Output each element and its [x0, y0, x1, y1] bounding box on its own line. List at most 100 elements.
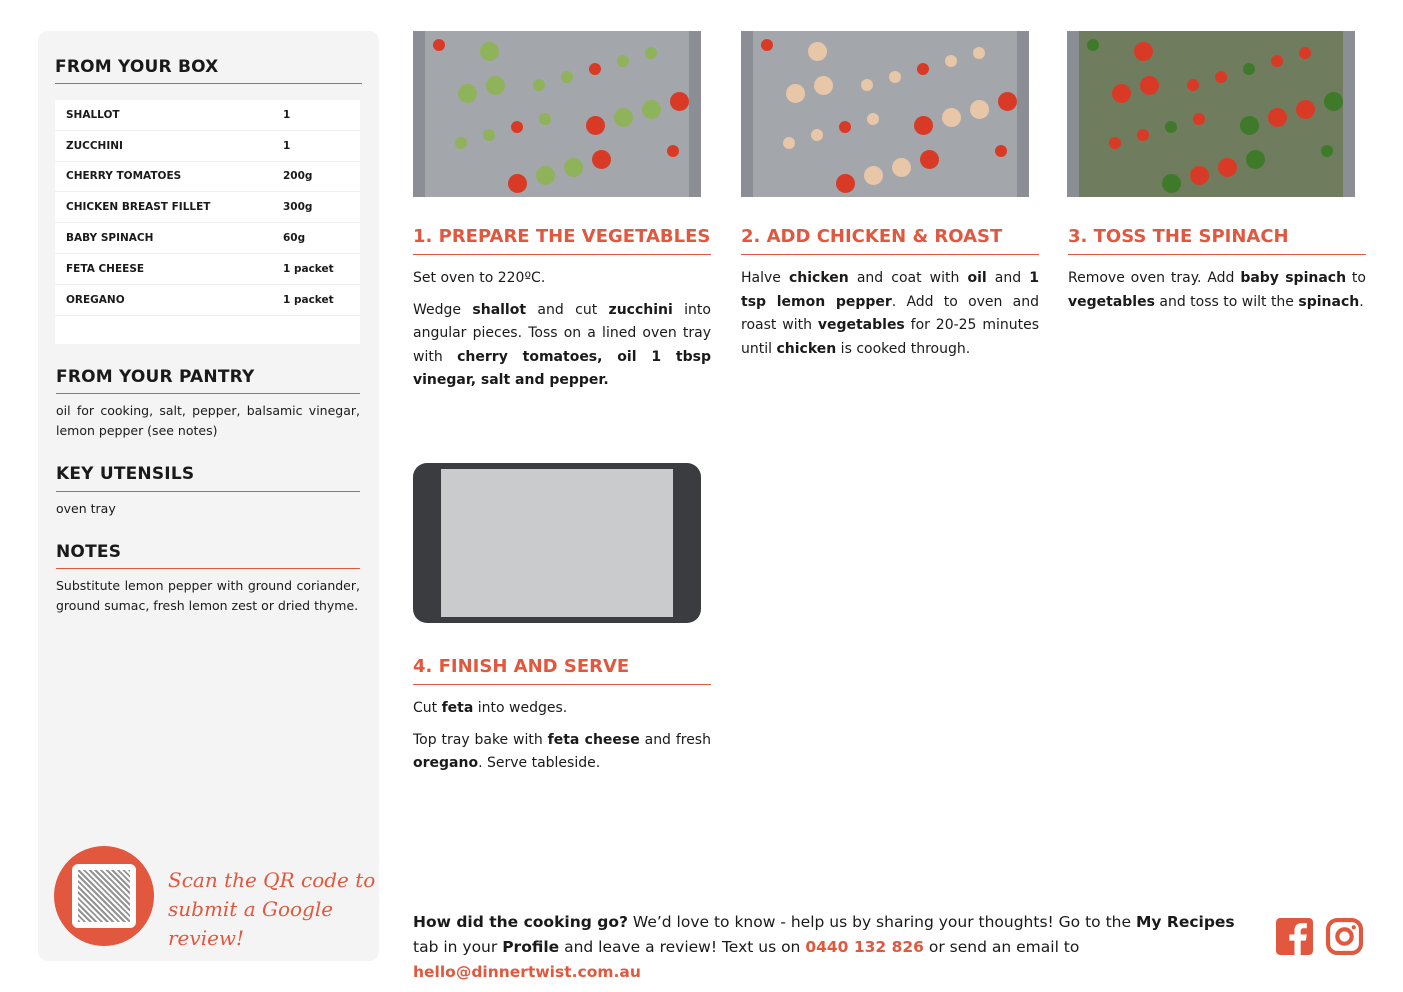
- food-item: [1218, 158, 1237, 177]
- food-item: [1243, 63, 1255, 75]
- food-item: [433, 39, 445, 51]
- instruction-text: to: [1346, 270, 1366, 286]
- instagram-icon[interactable]: [1326, 918, 1363, 955]
- feedback-text-segment: We’d love to know - help us by sharing y…: [627, 913, 1136, 931]
- instruction-paragraph: Cut feta into wedges.: [413, 697, 711, 721]
- food-item: [1215, 71, 1227, 83]
- ingredient-highlight: cherry tomatoes, oil 1 tbsp vinegar, sal…: [413, 348, 711, 389]
- notes-title: NOTES: [56, 542, 122, 562]
- food-item: [670, 92, 689, 111]
- food-item: [1240, 116, 1259, 135]
- food-item: [783, 137, 795, 149]
- instruction-text: and fresh: [639, 731, 711, 748]
- instruction-paragraph: Top tray bake with feta cheese and fresh…: [413, 729, 711, 776]
- step-4-photo: [413, 463, 701, 623]
- food-item: [808, 42, 827, 61]
- food-item: [458, 84, 477, 103]
- notes-text: Substitute lemon pepper with ground cori…: [56, 578, 360, 613]
- step-1-title: 1. PREPARE THE VEGETABLES: [413, 226, 711, 247]
- food-item: [533, 79, 545, 91]
- ingredient-highlight: chicken: [788, 270, 849, 286]
- ingredient-highlight: baby spinach: [1240, 270, 1347, 286]
- ingredient-qty: 200g: [283, 170, 313, 183]
- food-item: [617, 55, 629, 67]
- pantry-title: FROM YOUR PANTRY: [56, 367, 255, 387]
- feedback-text-segment: How did the cooking go?: [413, 913, 628, 931]
- food-item: [1134, 42, 1153, 61]
- ingredient-table: SHALLOT 1 ZUCCHINI 1 CHERRY TOMATOES 200g CHIC…: [55, 100, 360, 344]
- pantry-text: oil for cooking, salt, pepper, balsamic …: [56, 403, 360, 438]
- instruction-text: is cooked through.: [836, 340, 971, 357]
- food-item: [920, 150, 939, 169]
- phone-link[interactable]: 0440 132 826: [805, 938, 924, 956]
- instruction-paragraph: Wedge shallot and cut zucchini into angu…: [413, 299, 711, 393]
- facebook-icon[interactable]: [1276, 918, 1313, 955]
- step-3-instructions: Remove oven tray. Add baby spinach to ve…: [1068, 267, 1366, 322]
- feedback-text-segment: tab in your: [413, 938, 503, 956]
- food-item: [867, 113, 879, 125]
- step-2-title: 2. ADD CHICKEN & ROAST: [741, 226, 1003, 247]
- step-3-photo: [1067, 31, 1355, 197]
- food-item: [645, 47, 657, 59]
- feedback-text-segment: My Recipes: [1135, 913, 1235, 931]
- ingredient-highlight: spinach: [1298, 293, 1360, 310]
- ingredient-name: OREGANO: [66, 293, 125, 306]
- food-item: [592, 150, 611, 169]
- instruction-text: Halve: [741, 270, 789, 286]
- food-item: [561, 71, 573, 83]
- ingredient-row: CHERRY TOMATOES 200g: [55, 162, 360, 193]
- food-item: [486, 76, 505, 95]
- ingredient-row: SHALLOT 1: [55, 100, 360, 131]
- ingredient-qty: 1 packet: [283, 262, 334, 275]
- ingredient-highlight: chicken: [776, 340, 837, 357]
- email-link[interactable]: hello@dinnertwist.com.au: [413, 963, 641, 981]
- food-item: [589, 63, 601, 75]
- ingredient-qty: 1: [283, 139, 291, 152]
- divider: [56, 491, 360, 492]
- feedback-text-segment: Profile: [502, 938, 560, 956]
- food-item: [861, 79, 873, 91]
- food-item: [564, 158, 583, 177]
- ingredient-highlight: shallot: [472, 301, 527, 318]
- food-item: [1140, 76, 1159, 95]
- food-item: [942, 108, 961, 127]
- ingredient-highlight: oregano: [413, 755, 479, 771]
- food-item: [836, 174, 855, 193]
- food-item: [1187, 79, 1199, 91]
- utensils-title: KEY UTENSILS: [56, 464, 195, 484]
- divider: [55, 83, 362, 84]
- food-item: [995, 145, 1007, 157]
- ingredient-row: CHICKEN BREAST FILLET 300g: [55, 192, 360, 224]
- food-item: [667, 145, 679, 157]
- ingredient-highlight: oil: [967, 270, 987, 286]
- instruction-text: Wedge: [413, 301, 473, 318]
- instruction-text: .: [1359, 293, 1364, 310]
- food-item: [1296, 100, 1315, 119]
- qr-caption-line1: Scan the QR code to: [168, 868, 376, 892]
- step-4-title: 4. FINISH AND SERVE: [413, 656, 630, 677]
- ingredients-panel: FROM YOUR BOX SHALLOT 1 ZUCCHINI 1 CHERRY TO…: [38, 31, 379, 961]
- food-item: [1087, 39, 1099, 51]
- food-item: [998, 92, 1017, 111]
- food-item: [455, 137, 467, 149]
- instruction-text: . Serve tableside.: [478, 755, 601, 771]
- food-item: [1165, 121, 1177, 133]
- qr-code[interactable]: [72, 864, 136, 928]
- food-item: [539, 113, 551, 125]
- food-item: [1190, 166, 1209, 185]
- step-3-title: 3. TOSS THE SPINACH: [1068, 226, 1289, 247]
- food-item: [761, 39, 773, 51]
- food-item: [508, 174, 527, 193]
- food-item: [1321, 145, 1333, 157]
- food-item: [536, 166, 555, 185]
- instruction-text: Set oven to 220ºC.: [413, 270, 546, 286]
- food-item: [864, 166, 883, 185]
- ingredient-highlight: 1 tsp lemon pepper: [741, 270, 1039, 310]
- instruction-text: for 20-25 minutes until: [741, 317, 1040, 357]
- food-item: [1162, 174, 1181, 193]
- food-item: [839, 121, 851, 133]
- food-item: [1112, 84, 1131, 103]
- food-item: [889, 71, 901, 83]
- food-item: [586, 116, 605, 135]
- food-item: [1324, 92, 1343, 111]
